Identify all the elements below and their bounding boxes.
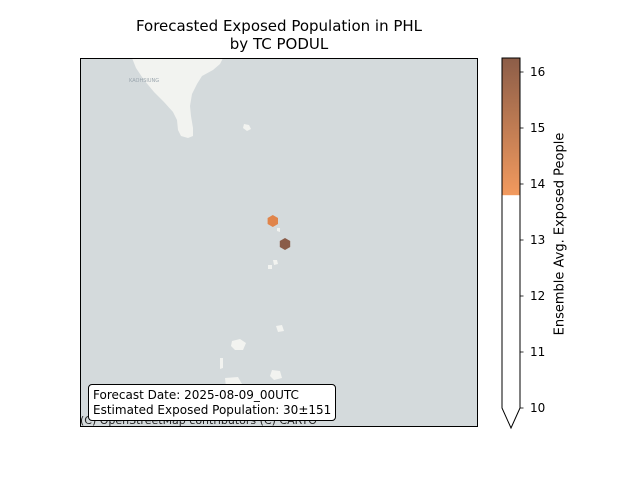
islet xyxy=(270,370,282,380)
islet xyxy=(220,358,223,369)
forecast-date-text: Forecast Date: 2025-08-09_00UTC xyxy=(93,388,299,402)
chart-title-line2: by TC PODUL xyxy=(229,35,329,53)
map-border xyxy=(80,58,478,427)
sea-background xyxy=(80,58,478,427)
colorbar-tick-label: 15 xyxy=(530,121,546,135)
exposed-population-text: Estimated Exposed Population: 30±151 xyxy=(93,403,332,417)
colorbar-tick-label: 14 xyxy=(530,177,546,191)
islet xyxy=(231,339,246,350)
landmass-taiwan xyxy=(132,58,223,138)
islet xyxy=(273,260,278,265)
islet xyxy=(268,265,272,269)
colorbar-tick-label: 10 xyxy=(530,401,546,415)
colorbar-white-segment xyxy=(502,195,520,428)
forecast-info-box: Forecast Date: 2025-08-09_00UTC Estimate… xyxy=(88,384,337,421)
colorbar-tick-label: 13 xyxy=(530,233,546,247)
colorbar-outline xyxy=(501,57,521,430)
colorbar-svg xyxy=(501,57,524,430)
islet xyxy=(277,228,280,232)
hexbin-cell[interactable] xyxy=(267,215,278,227)
islet xyxy=(243,124,251,131)
chart-title-line1: Forecasted Exposed Population in PHL xyxy=(135,17,423,35)
islet xyxy=(276,325,284,332)
colorbar-tick-label: 12 xyxy=(530,289,546,303)
hexbin-cell[interactable] xyxy=(279,238,291,250)
colorbar xyxy=(500,56,524,430)
colorbar-tick-label: 11 xyxy=(530,345,546,359)
map-svg: KAOHSIUNG xyxy=(80,58,478,427)
map-panel[interactable]: KAOHSIUNG xyxy=(80,58,478,427)
city-label-kaohsiung: KAOHSIUNG xyxy=(129,78,159,84)
colorbar-gradient-segment xyxy=(502,58,520,196)
colorbar-label: Ensemble Avg. Exposed People xyxy=(552,132,568,336)
colorbar-tick-label: 16 xyxy=(530,65,546,79)
